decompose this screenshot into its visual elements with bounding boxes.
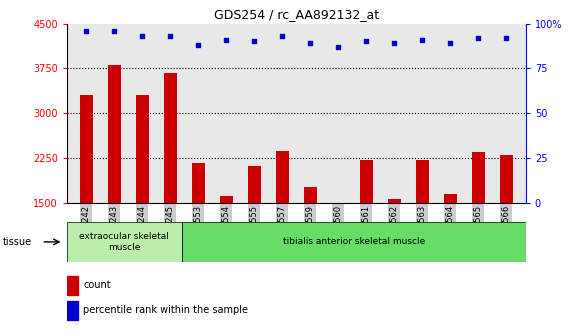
Bar (276, 151, 289, 203)
Bar (388, 199, 400, 203)
Point (474, 35, 483, 41)
Point (250, 39, 259, 44)
Bar (192, 163, 205, 203)
Text: percentile rank within the sample: percentile rank within the sample (83, 305, 248, 316)
Text: tibialis anterior skeletal muscle: tibialis anterior skeletal muscle (282, 238, 425, 246)
Text: count: count (83, 280, 111, 290)
Point (361, 39, 371, 44)
Text: extraocular skeletal
muscle: extraocular skeletal muscle (79, 232, 169, 252)
Bar (80, 95, 93, 203)
Point (306, 41, 315, 46)
Bar (108, 66, 121, 203)
Point (166, 33, 175, 39)
Point (390, 41, 399, 46)
Bar (181, 222, 526, 262)
Bar (360, 160, 372, 203)
Bar (67, 222, 181, 262)
Point (278, 33, 287, 39)
Point (82, 28, 91, 33)
Bar (248, 166, 261, 203)
Point (193, 42, 203, 48)
Point (333, 44, 343, 50)
Point (222, 37, 231, 42)
Point (138, 33, 147, 39)
Title: GDS254 / rc_AA892132_at: GDS254 / rc_AA892132_at (214, 8, 379, 21)
Bar (67, 276, 78, 295)
Bar (500, 155, 512, 203)
Bar (220, 196, 232, 203)
Point (110, 28, 119, 33)
Text: tissue: tissue (3, 237, 32, 247)
Bar (304, 186, 317, 203)
Point (501, 35, 511, 41)
Point (446, 41, 455, 46)
Bar (136, 95, 149, 203)
Point (418, 37, 427, 42)
Bar (444, 194, 457, 203)
Bar (164, 73, 177, 203)
Bar (416, 160, 429, 203)
Bar (472, 152, 485, 203)
Bar (67, 301, 78, 320)
